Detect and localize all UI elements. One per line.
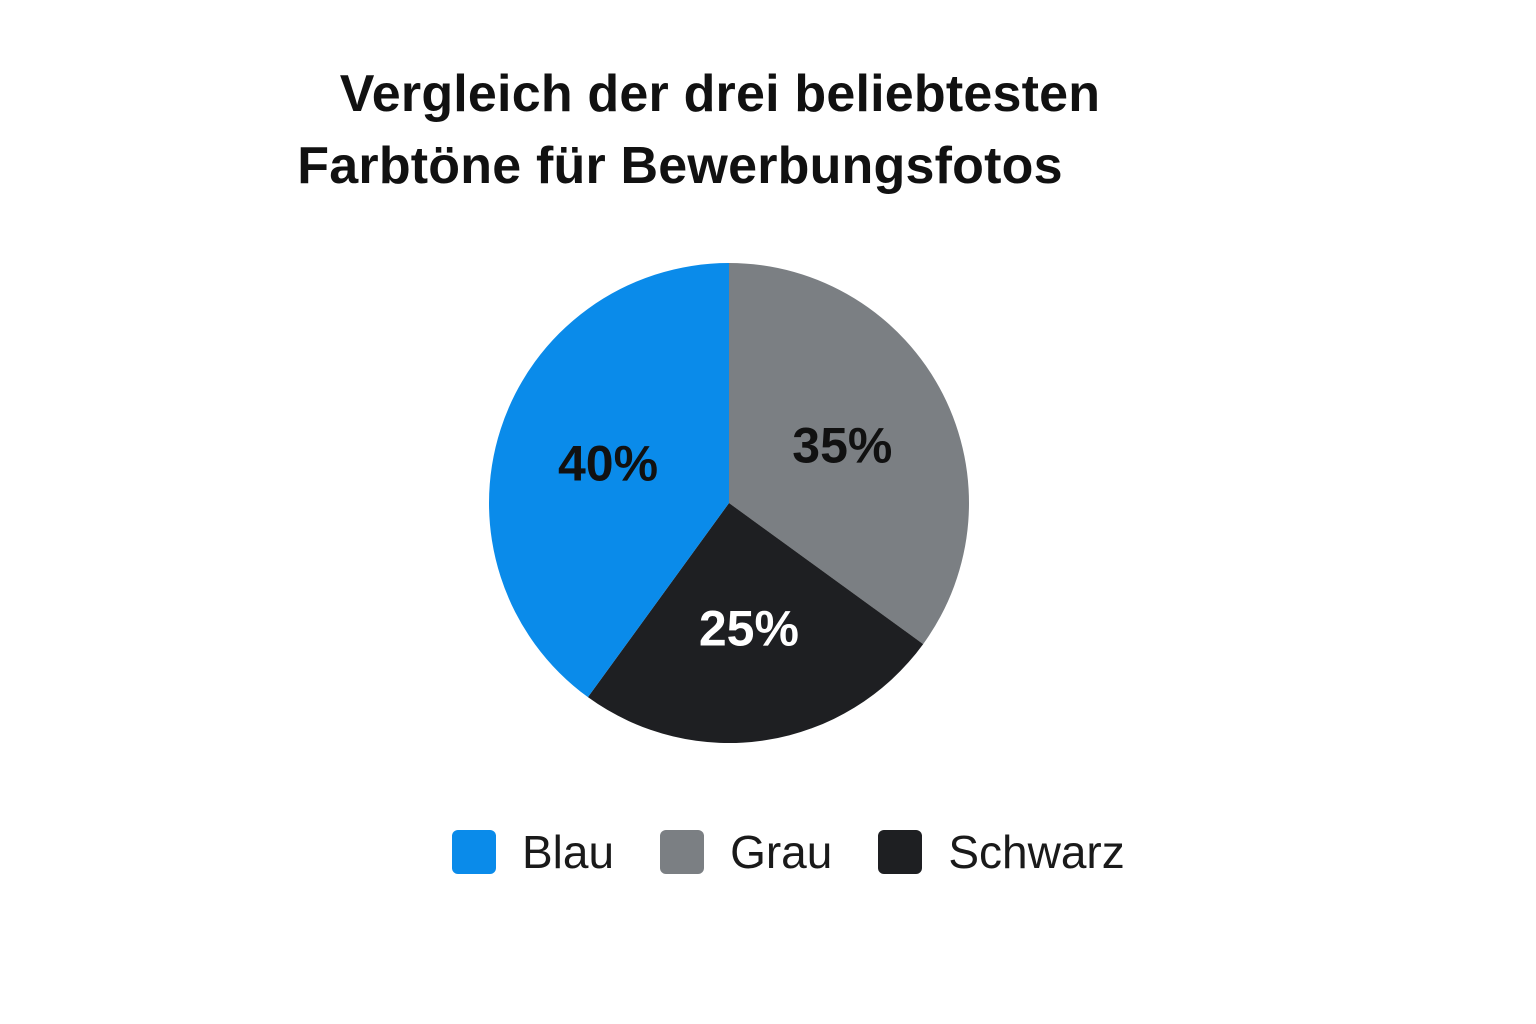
slice-label-schwarz: 25% xyxy=(699,601,799,657)
legend-item-schwarz: Schwarz xyxy=(878,825,1125,879)
legend-swatch-schwarz xyxy=(878,830,923,874)
pie-slice-grau xyxy=(729,263,969,645)
legend-label-blau: Blau xyxy=(522,826,615,878)
chart-title-line-2: Farbtöne für Bewerbungsfotos xyxy=(297,137,1063,195)
legend-item-blau: Blau xyxy=(452,825,614,879)
legend-swatch-blau xyxy=(452,830,496,874)
chart-title-line-1: Vergleich der drei beliebtesten xyxy=(339,65,1101,123)
pie-slice-schwarz xyxy=(587,503,924,743)
slice-label-grau: 35% xyxy=(792,417,892,473)
legend-swatch-grau xyxy=(660,830,705,874)
slice-label-blau: 40% xyxy=(558,436,658,492)
pie-slice-blau xyxy=(489,263,729,698)
legend-item-grau: Grau xyxy=(660,825,832,879)
legend-label-schwarz: Schwarz xyxy=(948,826,1125,878)
legend-label-grau: Grau xyxy=(730,826,833,878)
legend: Blau Grau Schwarz xyxy=(452,822,1171,882)
